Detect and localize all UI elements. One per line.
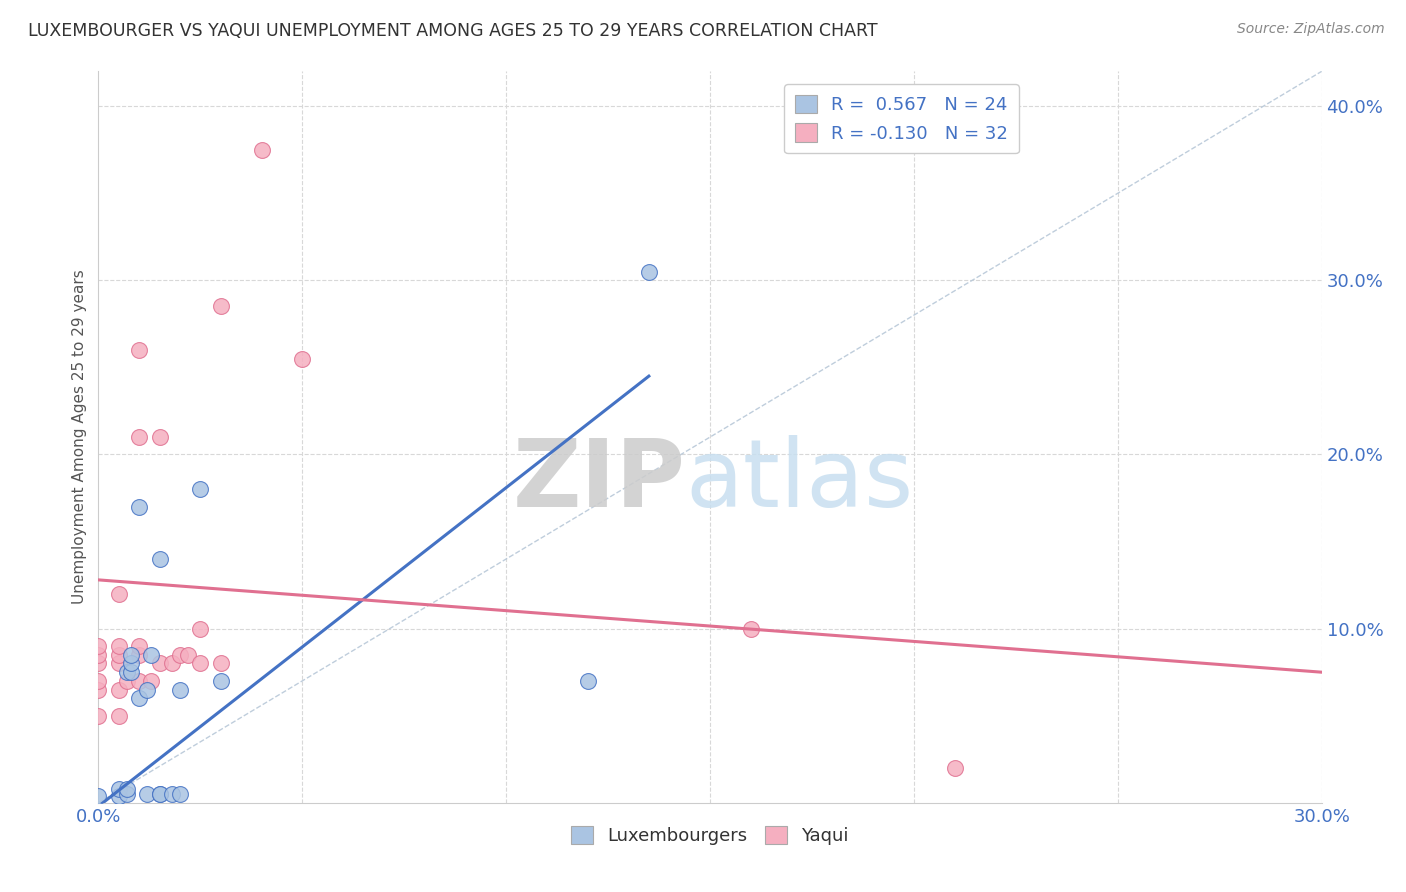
Point [209,657,232,671]
Point [177,648,200,662]
Point [87,648,110,662]
Point [128,639,150,653]
Point [128,648,150,662]
Point [136,682,159,697]
Point [128,500,150,514]
Point [128,691,150,706]
Point [87,708,110,723]
Point [120,657,142,671]
Text: atlas: atlas [686,435,914,527]
Point [291,351,314,366]
Point [149,657,172,671]
Point [149,430,172,444]
Point [169,648,191,662]
Point [115,665,138,680]
Point [128,673,150,688]
Point [120,665,142,680]
Point [115,787,138,801]
Point [740,622,762,636]
Point [108,781,131,796]
Legend: Luxembourgers, Yaqui: Luxembourgers, Yaqui [564,819,856,852]
Text: ZIP: ZIP [513,435,686,527]
Point [87,682,110,697]
Point [108,657,131,671]
Point [128,343,150,357]
Point [115,673,138,688]
Point [136,787,159,801]
Point [87,789,110,803]
Point [108,648,131,662]
Point [87,639,110,653]
Point [141,648,163,662]
Point [188,622,212,636]
Point [160,657,183,671]
Point [108,708,131,723]
Point [87,673,110,688]
Point [576,673,599,688]
Point [87,657,110,671]
Point [149,787,172,801]
Point [169,682,191,697]
Text: LUXEMBOURGER VS YAQUI UNEMPLOYMENT AMONG AGES 25 TO 29 YEARS CORRELATION CHART: LUXEMBOURGER VS YAQUI UNEMPLOYMENT AMONG… [28,22,877,40]
Point [115,781,138,796]
Point [637,265,661,279]
Point [108,682,131,697]
Point [149,552,172,566]
Point [108,587,131,601]
Point [141,673,163,688]
Point [169,787,191,801]
Point [108,789,131,803]
Y-axis label: Unemployment Among Ages 25 to 29 years: Unemployment Among Ages 25 to 29 years [72,269,87,605]
Point [108,639,131,653]
Text: Source: ZipAtlas.com: Source: ZipAtlas.com [1237,22,1385,37]
Point [209,673,232,688]
Point [128,430,150,444]
Point [188,483,212,497]
Point [250,143,273,157]
Point [149,787,172,801]
Point [160,787,183,801]
Point [120,648,142,662]
Point [188,657,212,671]
Point [209,300,232,314]
Point [943,761,966,775]
